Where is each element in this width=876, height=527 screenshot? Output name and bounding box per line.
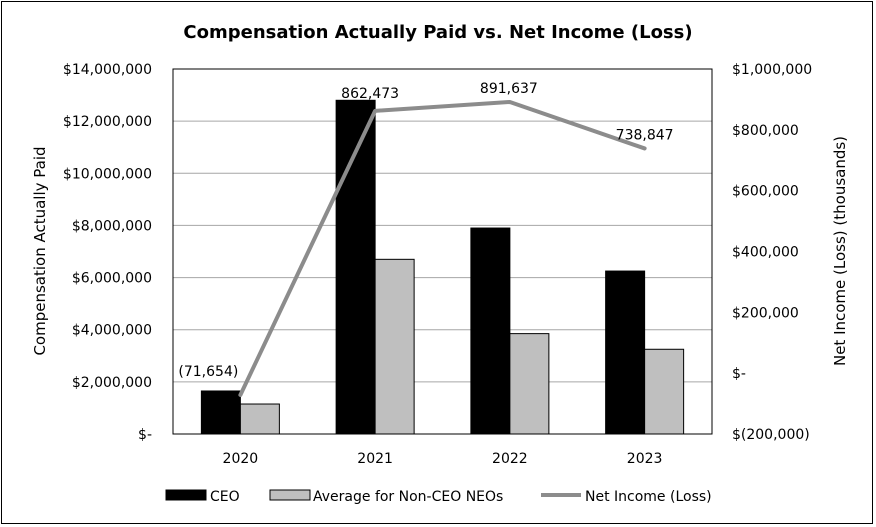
legend-swatch-ceo	[165, 489, 207, 501]
net-income-data-label: (71,654)	[178, 364, 238, 380]
legend: CEO Average for Non-CEO NEOs Net Income (L…	[165, 489, 712, 505]
x-tick-label: 2021	[357, 451, 393, 467]
legend-label-ceo: CEO	[210, 489, 240, 505]
non-ceo-bar	[644, 348, 685, 435]
y-tick-label: $-	[138, 427, 152, 443]
plot-area-border	[172, 68, 713, 435]
legend-label-non-ceo: Average for Non-CEO NEOs	[313, 489, 503, 505]
right-axis-ticks: $(200,000) $- $200,000 $400,000 $600,000 $800…	[732, 62, 812, 443]
y-axis-title: Compensation Actually Paid	[31, 146, 49, 355]
y-tick-label: $2,000,000	[72, 375, 152, 391]
bars	[200, 99, 685, 435]
non-ceo-bar	[374, 258, 415, 435]
legend-label-net-income: Net Income (Loss)	[585, 489, 712, 505]
non-ceo-bar	[509, 333, 550, 435]
x-tick-label: 2023	[627, 451, 663, 467]
ceo-bar	[605, 270, 646, 435]
legend-swatch-non-ceo	[269, 489, 311, 501]
y2-axis-title: Net Income (Loss) (thousands)	[831, 136, 849, 366]
x-axis-ticks: 2020 2021 2022 2023	[223, 451, 663, 467]
net-income-line	[238, 99, 647, 397]
net-income-data-label: 738,847	[616, 127, 674, 143]
ceo-bar	[470, 227, 511, 435]
non-ceo-bar	[239, 403, 280, 435]
data-labels: (71,654) 862,473 891,637 738,847	[178, 81, 673, 380]
y2-tick-label: $600,000	[732, 184, 799, 200]
net-income-data-label: 862,473	[341, 86, 399, 102]
y-tick-label: $8,000,000	[72, 218, 152, 234]
y2-tick-label: $400,000	[732, 245, 799, 261]
y2-tick-label: $-	[732, 366, 746, 382]
chart-title: Compensation Actually Paid vs. Net Incom…	[183, 22, 692, 43]
net-income-line-group	[238, 99, 647, 397]
y2-tick-label: $200,000	[732, 305, 799, 321]
y2-tick-label: $1,000,000	[732, 62, 812, 78]
y2-tick-label: $800,000	[732, 123, 799, 139]
y-tick-label: $6,000,000	[72, 271, 152, 287]
y2-tick-label: $(200,000)	[732, 427, 810, 443]
x-tick-label: 2022	[492, 451, 528, 467]
y-tick-label: $4,000,000	[72, 323, 152, 339]
left-axis-ticks: $- $2,000,000 $4,000,000 $6,000,000 $8,000,0…	[63, 62, 152, 443]
y-tick-label: $12,000,000	[63, 114, 152, 130]
y-tick-label: $14,000,000	[63, 62, 152, 78]
net-income-data-label: 891,637	[480, 81, 538, 97]
x-tick-label: 2020	[223, 451, 259, 467]
y-tick-label: $10,000,000	[63, 166, 152, 182]
ceo-bar	[200, 390, 241, 435]
